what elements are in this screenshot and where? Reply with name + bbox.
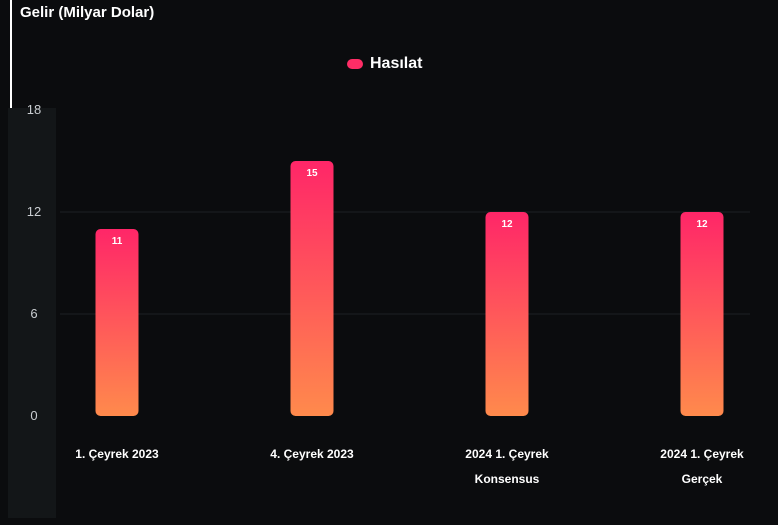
y-tick-label: 0: [30, 408, 37, 423]
x-category-label: Konsensus: [475, 472, 540, 486]
legend-label: Hasılat: [370, 55, 423, 72]
bar-value-label: 12: [696, 219, 708, 230]
y-tick-label: 12: [27, 204, 41, 219]
title-accent-line: [10, 0, 12, 118]
x-category-label: 2024 1. Çeyrek: [660, 447, 744, 461]
bar-value-label: 15: [306, 168, 318, 179]
bar-value-label: 12: [501, 219, 513, 230]
chart-title: Gelir (Milyar Dolar): [20, 4, 155, 21]
bar[interactable]: [680, 212, 724, 416]
y-tick-label: 18: [27, 102, 41, 117]
x-category-label: 1. Çeyrek 2023: [75, 447, 159, 461]
bar[interactable]: [290, 161, 334, 416]
y-tick-label: 6: [30, 306, 37, 321]
legend-swatch-icon: [347, 59, 363, 69]
bar[interactable]: [485, 212, 529, 416]
y-axis-panel: [8, 108, 56, 518]
bar[interactable]: [95, 229, 139, 416]
legend[interactable]: Hasılat: [347, 55, 422, 73]
x-category-label: 2024 1. Çeyrek: [465, 447, 549, 461]
x-category-label: Gerçek: [682, 472, 723, 486]
x-category-label: 4. Çeyrek 2023: [270, 447, 354, 461]
bar-value-label: 11: [112, 236, 123, 247]
